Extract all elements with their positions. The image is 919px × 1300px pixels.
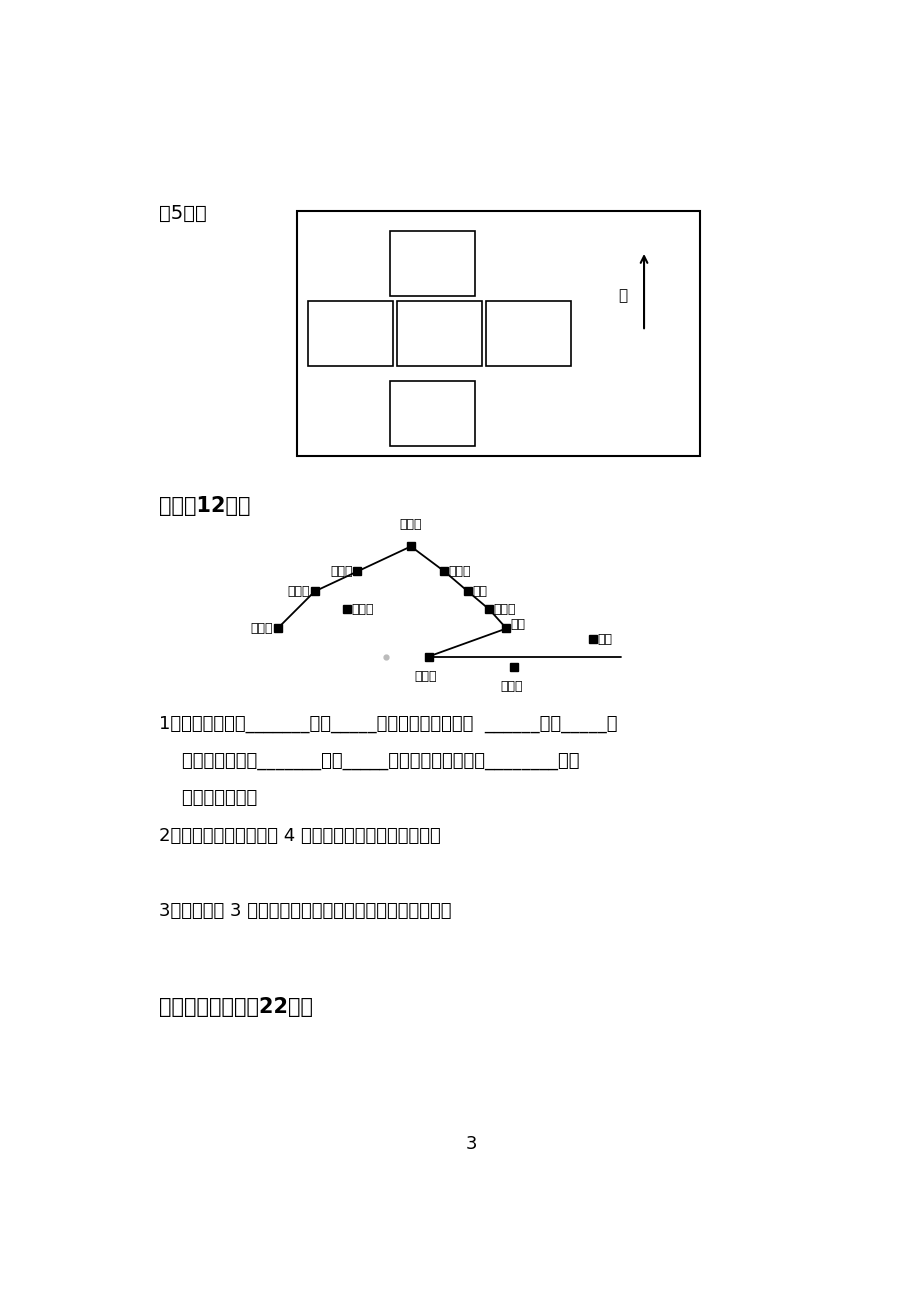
Text: 商场: 商场 xyxy=(510,618,525,630)
Bar xyxy=(485,302,571,367)
Text: 广场: 广场 xyxy=(596,633,611,646)
Text: 光明街: 光明街 xyxy=(351,603,373,616)
Text: 动物园: 动物园 xyxy=(251,621,273,634)
Text: 七．我会解答：（22分）: 七．我会解答：（22分） xyxy=(159,997,312,1017)
Text: 2．小明从商场出发坐了 4 个站，他可能在哪个站下车？: 2．小明从商场出发坐了 4 个站，他可能在哪个站下车？ xyxy=(159,827,440,845)
Text: 育才路: 育才路 xyxy=(494,603,516,616)
Text: 3．小红坐了 3 个站在少年宫下车，她是人哪个站上车的？: 3．小红坐了 3 个站在少年宫下车，她是人哪个站上车的？ xyxy=(159,902,451,919)
Bar xyxy=(307,302,392,367)
Text: 体育馆: 体育馆 xyxy=(288,585,310,598)
Text: 北: 北 xyxy=(618,289,626,304)
Text: 3: 3 xyxy=(465,1135,477,1153)
Text: 六．（12分）: 六．（12分） xyxy=(159,497,251,516)
Text: （5分）: （5分） xyxy=(159,204,207,224)
Text: 个站到动物园。: 个站到动物园。 xyxy=(159,789,257,806)
Text: 少年宫: 少年宫 xyxy=(399,519,422,532)
Bar xyxy=(389,231,474,296)
Text: 电影院: 电影院 xyxy=(414,670,436,682)
Bar xyxy=(297,211,698,456)
Bar xyxy=(389,381,474,446)
Bar xyxy=(396,302,482,367)
Text: 站到商场，再向_______行驶_____个站到少年宫，再向________行驶: 站到商场，再向_______行驶_____个站到少年宫，再向________行驶 xyxy=(159,751,579,770)
Text: 幸福路: 幸福路 xyxy=(448,566,471,578)
Text: 图书馆: 图书馆 xyxy=(330,566,353,578)
Text: 科技馆: 科技馆 xyxy=(500,680,522,693)
Text: 1．从广场出发向_______行驶_____个站到电影院，再向  ______行驶_____个: 1．从广场出发向_______行驶_____个站到电影院，再向 ______行驶… xyxy=(159,715,617,733)
Text: 医院: 医院 xyxy=(471,585,487,598)
